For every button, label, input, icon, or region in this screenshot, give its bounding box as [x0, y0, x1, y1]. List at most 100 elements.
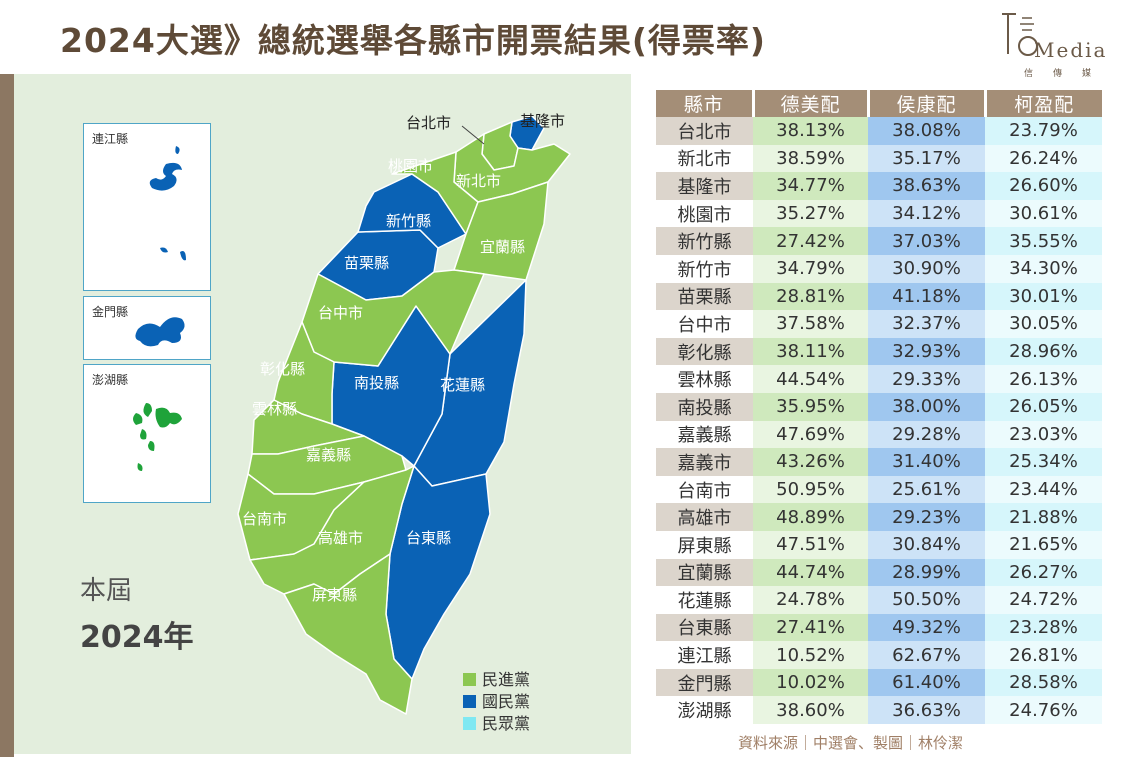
year-value: 2024年 [80, 620, 194, 655]
cell-dpp: 35.95% [753, 392, 868, 421]
table-row: 連江縣 10.52% 62.67% 26.81% [656, 641, 1102, 669]
legend-item-kmt: 國民黨 [463, 688, 530, 712]
table-row: 彰化縣 38.11% 32.93% 28.96% [656, 337, 1102, 366]
table-row: 新北市 38.59% 35.17% 26.24% [656, 144, 1102, 173]
table-row: 桃園市 35.27% 34.12% 30.61% [656, 199, 1102, 228]
cell-county: 苗栗縣 [656, 282, 753, 311]
map-label-hsinchu: 新竹縣 [386, 212, 431, 230]
table-row: 雲林縣 44.54% 29.33% 26.13% [656, 365, 1102, 393]
table-row: 新竹縣 27.42% 37.03% 35.55% [656, 227, 1102, 255]
cell-tpp: 26.05% [985, 392, 1102, 421]
cell-county: 台南市 [656, 475, 753, 504]
cell-dpp: 38.11% [753, 337, 868, 366]
media-logo: Media 信傳媒 [998, 10, 1123, 82]
table-row: 嘉義縣 47.69% 29.28% 23.03% [656, 420, 1102, 449]
table-row: 基隆市 34.77% 38.63% 26.60% [656, 172, 1102, 200]
cell-dpp: 28.81% [753, 282, 868, 311]
cell-county: 金門縣 [656, 668, 753, 697]
cell-tpp: 26.81% [985, 641, 1102, 669]
header-tpp: 柯盈配 [985, 90, 1102, 117]
cell-tpp: 24.76% [985, 696, 1102, 725]
inset-label-penghu: 澎湖縣 [92, 373, 129, 387]
cell-dpp: 10.52% [753, 641, 868, 669]
cell-kmt: 32.93% [868, 337, 985, 366]
cell-tpp: 25.34% [985, 448, 1102, 476]
table-row: 台中市 37.58% 32.37% 30.05% [656, 310, 1102, 338]
cell-county: 新竹縣 [656, 227, 753, 255]
cell-county: 新竹市 [656, 254, 753, 283]
results-table: 縣市 德美配 侯康配 柯盈配 台北市 38.13% 38.08% 23.79% 新北市 3… [656, 90, 1102, 725]
cell-county: 台北市 [656, 117, 753, 145]
cell-tpp: 21.88% [985, 503, 1102, 531]
cell-county: 花蓮縣 [656, 586, 753, 614]
map-label-keelung: 基隆市 [520, 112, 565, 130]
cell-county: 基隆市 [656, 172, 753, 200]
table-row: 苗栗縣 28.81% 41.18% 30.01% [656, 282, 1102, 311]
map-label-chiayi: 嘉義縣 [306, 446, 351, 464]
inset-label-lienchiang: 連江縣 [92, 132, 129, 146]
cell-dpp: 47.69% [753, 420, 868, 449]
cell-county: 彰化縣 [656, 337, 753, 366]
table-row: 金門縣 10.02% 61.40% 28.58% [656, 668, 1102, 697]
table-row: 澎湖縣 38.60% 36.63% 24.76% [656, 696, 1102, 725]
legend-item-dpp: 民進黨 [463, 666, 530, 690]
cell-kmt: 34.12% [868, 199, 985, 228]
cell-dpp: 38.59% [753, 144, 868, 173]
legend-label-dpp: 民進黨 [482, 670, 531, 689]
cell-tpp: 26.24% [985, 144, 1102, 173]
map-label-nantou: 南投縣 [354, 374, 399, 392]
table-row: 台東縣 27.41% 49.32% 23.28% [656, 613, 1102, 642]
header-kmt: 侯康配 [868, 90, 987, 117]
cell-kmt: 28.99% [868, 558, 985, 587]
cell-dpp: 44.74% [753, 558, 868, 587]
cell-kmt: 62.67% [868, 641, 985, 669]
cell-dpp: 35.27% [753, 199, 868, 228]
cell-county: 台中市 [656, 310, 753, 338]
map-label-pingtung: 屏東縣 [312, 586, 357, 604]
cell-county: 新北市 [656, 144, 753, 173]
cell-kmt: 30.84% [868, 530, 985, 559]
cell-tpp: 28.96% [985, 337, 1102, 366]
cell-tpp: 26.27% [985, 558, 1102, 587]
cell-kmt: 36.63% [868, 696, 985, 725]
logo-subtitle: 信傳媒 [1024, 69, 1112, 79]
inset-kinmen: 金門縣 [83, 296, 211, 360]
map-label-newtaipei: 新北市 [456, 172, 501, 190]
cell-kmt: 32.37% [868, 310, 985, 338]
cell-tpp: 23.03% [985, 420, 1102, 449]
cell-tpp: 30.05% [985, 310, 1102, 338]
cell-kmt: 41.18% [868, 282, 985, 311]
region-pingtung [283, 553, 413, 715]
cell-kmt: 37.03% [868, 227, 985, 255]
map-label-kaohsiung: 高雄市 [318, 529, 363, 547]
map-label-taichung: 台中市 [318, 304, 363, 322]
cell-kmt: 25.61% [868, 475, 985, 504]
year-label: 本屆 [80, 576, 133, 606]
cell-dpp: 44.54% [753, 365, 868, 393]
cell-county: 台東縣 [656, 613, 753, 642]
cell-dpp: 24.78% [753, 586, 868, 614]
legend-swatch-dpp [463, 673, 476, 686]
cell-tpp: 23.79% [985, 117, 1102, 145]
table-row: 花蓮縣 24.78% 50.50% 24.72% [656, 586, 1102, 614]
table-row: 嘉義市 43.26% 31.40% 25.34% [656, 448, 1102, 476]
cell-tpp: 21.65% [985, 530, 1102, 559]
table-header-row: 縣市 德美配 侯康配 柯盈配 [656, 90, 1102, 117]
cell-kmt: 38.00% [868, 392, 985, 421]
cell-tpp: 30.61% [985, 199, 1102, 228]
cell-dpp: 37.58% [753, 310, 868, 338]
legend-label-tpp: 民眾黨 [482, 714, 531, 733]
cell-county: 嘉義市 [656, 448, 753, 476]
table-body: 台北市 38.13% 38.08% 23.79% 新北市 38.59% 35.17% 26.2… [656, 117, 1102, 725]
cell-county: 高雄市 [656, 503, 753, 531]
cell-kmt: 29.33% [868, 365, 985, 393]
cell-tpp: 28.58% [985, 668, 1102, 697]
map-panel: 連江縣 金門縣 澎湖縣 [14, 74, 631, 754]
map-label-taipei: 台北市 [406, 114, 451, 132]
cell-tpp: 23.44% [985, 475, 1102, 504]
cell-kmt: 31.40% [868, 448, 985, 476]
cell-kmt: 35.17% [868, 144, 985, 173]
cell-dpp: 47.51% [753, 530, 868, 559]
legend-item-tpp: 民眾黨 [463, 710, 530, 734]
cell-dpp: 34.79% [753, 254, 868, 283]
